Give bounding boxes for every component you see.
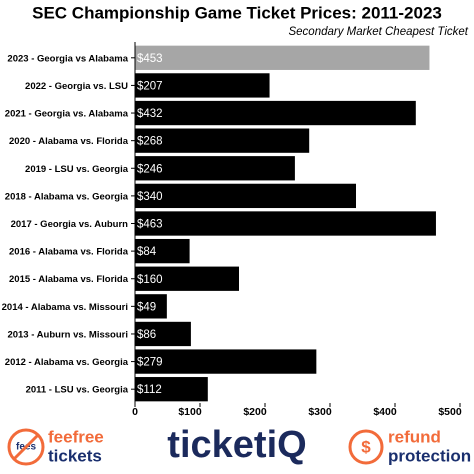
brand-logo: ticketiQ — [167, 424, 306, 466]
y-tick-label: 2021 - Georgia vs. Alabama — [5, 109, 129, 120]
bar — [135, 156, 295, 181]
protection-text: protection — [388, 446, 471, 465]
chart-subtitle: Secondary Market Cheapest Ticket — [288, 26, 468, 38]
bar — [135, 294, 167, 319]
value-label: $463 — [137, 219, 163, 231]
y-tick-label: 2016 - Alabama vs. Florida — [9, 247, 129, 258]
y-tick-label: 2019 - LSU vs. Georgia — [25, 164, 129, 175]
value-label: $207 — [137, 80, 163, 92]
y-tick-label: 2023 - Georgia vs Alabama — [7, 53, 128, 64]
x-tick-label: $500 — [438, 406, 462, 418]
chart-title: SEC Championship Game Ticket Prices: 201… — [32, 3, 442, 22]
footer: fees feefree tickets ticketiQ $ refund p… — [7, 424, 471, 466]
x-tick-label: $200 — [243, 406, 267, 418]
value-label: $279 — [137, 357, 163, 369]
y-tick-label: 2014 - Alabama vs. Missouri — [2, 302, 128, 313]
bar — [135, 211, 436, 236]
y-tick-label: 2018 - Alabama vs. Georgia — [5, 191, 129, 202]
bar — [135, 128, 310, 153]
value-label: $160 — [137, 274, 163, 286]
value-label: $268 — [137, 136, 163, 148]
y-tick-label: 2020 - Alabama vs. Florida — [9, 136, 129, 147]
y-tick-label: 2011 - LSU vs. Georgia — [26, 385, 129, 396]
tickets-text: tickets — [48, 446, 102, 465]
value-label: $453 — [137, 53, 163, 65]
bar — [135, 238, 190, 264]
refund-icon-text: $ — [361, 437, 371, 456]
bar — [135, 45, 430, 70]
x-tick-label: 0 — [132, 406, 138, 418]
bar — [135, 100, 416, 126]
refund-icon — [348, 429, 384, 465]
value-label: $86 — [137, 329, 156, 341]
bar — [135, 321, 191, 347]
feefree-text: feefree — [48, 427, 104, 446]
x-tick-label: $100 — [178, 406, 202, 418]
value-label: $84 — [137, 246, 157, 258]
bar — [135, 349, 317, 374]
y-tick-label: 2013 - Auburn vs. Missouri — [7, 329, 128, 340]
value-label: $246 — [137, 163, 163, 175]
value-label: $340 — [137, 191, 163, 203]
fees-icon — [7, 428, 45, 466]
fees-strike — [12, 433, 40, 461]
value-label: $49 — [137, 301, 156, 313]
y-tick-label: 2015 - Alabama vs. Florida — [9, 274, 129, 285]
x-tick-label: $300 — [308, 406, 332, 418]
bar — [135, 377, 208, 402]
y-tick-label: 2022 - Georgia vs. LSU — [25, 81, 128, 92]
bar — [135, 266, 239, 291]
refund-text: refund — [388, 427, 441, 446]
value-label: $432 — [137, 108, 163, 120]
y-tick-label: 2017 - Georgia vs. Auburn — [11, 219, 129, 230]
bar — [135, 73, 270, 98]
y-tick-label: 2012 - Alabama vs. Georgia — [5, 357, 129, 368]
value-label: $112 — [137, 384, 162, 396]
x-tick-label: $400 — [373, 406, 397, 418]
bar — [135, 183, 356, 209]
